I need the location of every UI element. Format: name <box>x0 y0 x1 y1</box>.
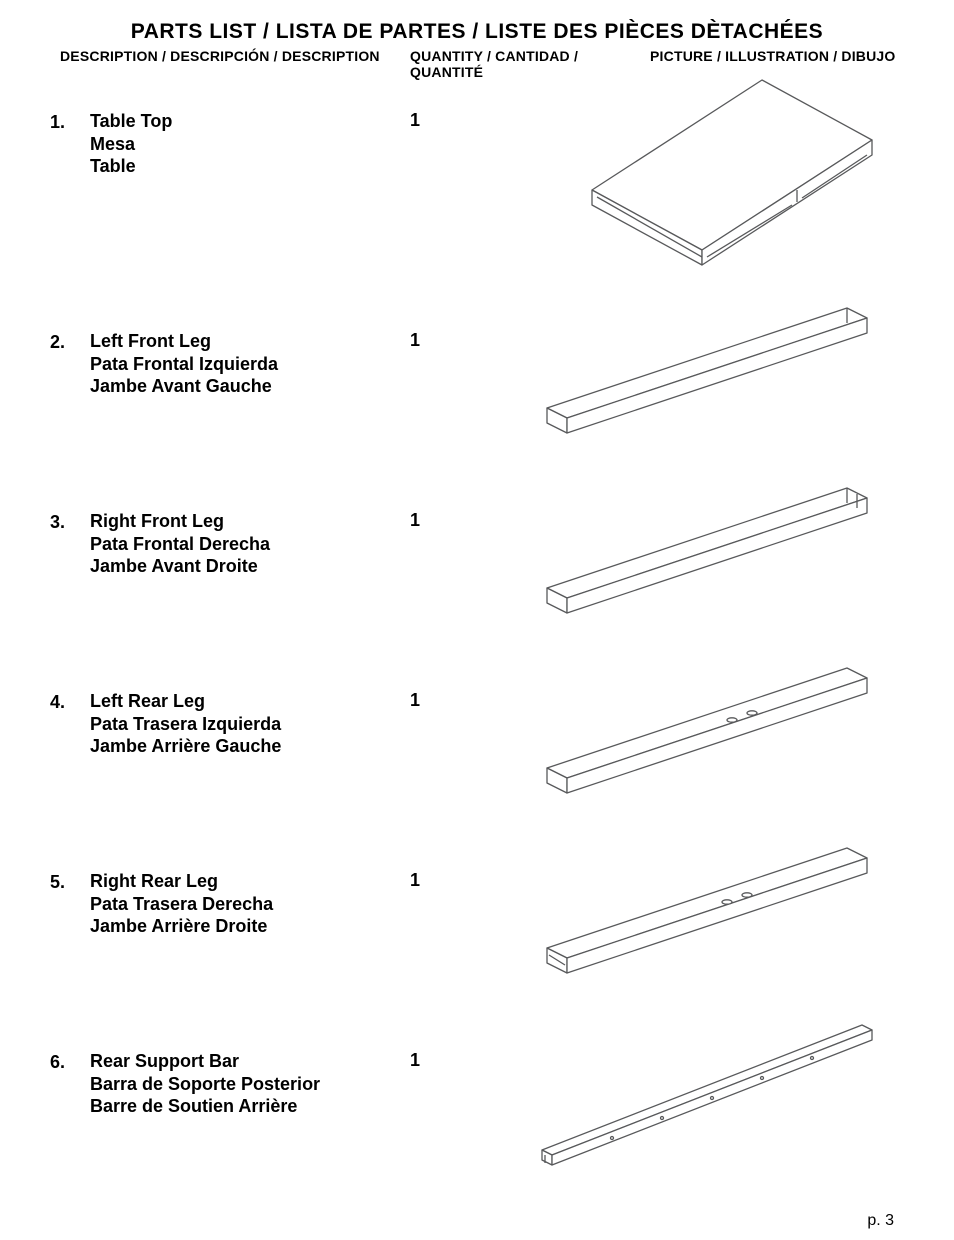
desc-fr: Jambe Avant Gauche <box>90 375 410 398</box>
desc-fr: Jambe Arrière Gauche <box>90 735 410 758</box>
part-illustration <box>500 1010 914 1180</box>
desc-es: Mesa <box>90 133 410 156</box>
desc-es: Pata Trasera Derecha <box>90 893 410 916</box>
page-title: PARTS LIST / LISTA DE PARTES / LISTE DES… <box>40 20 914 44</box>
part-number: 1. <box>40 110 90 133</box>
part-description: Right Rear Leg Pata Trasera Derecha Jamb… <box>90 870 410 938</box>
page-number: p. 3 <box>867 1212 894 1230</box>
part-quantity: 1 <box>410 510 500 531</box>
part-quantity: 1 <box>410 110 500 131</box>
page: PARTS LIST / LISTA DE PARTES / LISTE DES… <box>0 0 954 1240</box>
part-quantity: 1 <box>410 330 500 351</box>
desc-fr: Barre de Soutien Arrière <box>90 1095 410 1118</box>
desc-es: Pata Frontal Izquierda <box>90 353 410 376</box>
desc-fr: Jambe Arrière Droite <box>90 915 410 938</box>
part-quantity: 1 <box>410 870 500 891</box>
part-illustration <box>500 650 914 810</box>
part-row: 6. Rear Support Bar Barra de Soporte Pos… <box>40 1050 914 1210</box>
leg-icon <box>527 650 887 810</box>
desc-fr: Jambe Avant Droite <box>90 555 410 578</box>
header-description: DESCRIPTION / DESCRIPCIÓN / DESCRIPTION <box>40 48 410 80</box>
part-description: Left Front Leg Pata Frontal Izquierda Ja… <box>90 330 410 398</box>
part-number: 5. <box>40 870 90 893</box>
part-illustration <box>500 470 914 630</box>
part-description: Rear Support Bar Barra de Soporte Poster… <box>90 1050 410 1118</box>
part-description: Right Front Leg Pata Frontal Derecha Jam… <box>90 510 410 578</box>
desc-es: Pata Trasera Izquierda <box>90 713 410 736</box>
part-number: 3. <box>40 510 90 533</box>
part-illustration <box>500 290 914 450</box>
table-top-icon <box>532 70 882 290</box>
part-description: Table Top Mesa Table <box>90 110 410 178</box>
desc-en: Left Rear Leg <box>90 690 410 713</box>
desc-es: Barra de Soporte Posterior <box>90 1073 410 1096</box>
part-description: Left Rear Leg Pata Trasera Izquierda Jam… <box>90 690 410 758</box>
desc-en: Left Front Leg <box>90 330 410 353</box>
part-number: 6. <box>40 1050 90 1073</box>
leg-icon <box>527 290 887 450</box>
part-illustration <box>500 830 914 990</box>
desc-en: Table Top <box>90 110 410 133</box>
part-number: 4. <box>40 690 90 713</box>
part-illustration <box>500 70 914 290</box>
desc-en: Rear Support Bar <box>90 1050 410 1073</box>
part-quantity: 1 <box>410 690 500 711</box>
leg-icon <box>527 830 887 990</box>
leg-icon <box>527 470 887 630</box>
desc-fr: Table <box>90 155 410 178</box>
desc-es: Pata Frontal Derecha <box>90 533 410 556</box>
support-bar-icon <box>527 1010 887 1180</box>
desc-en: Right Front Leg <box>90 510 410 533</box>
desc-en: Right Rear Leg <box>90 870 410 893</box>
part-number: 2. <box>40 330 90 353</box>
part-quantity: 1 <box>410 1050 500 1071</box>
